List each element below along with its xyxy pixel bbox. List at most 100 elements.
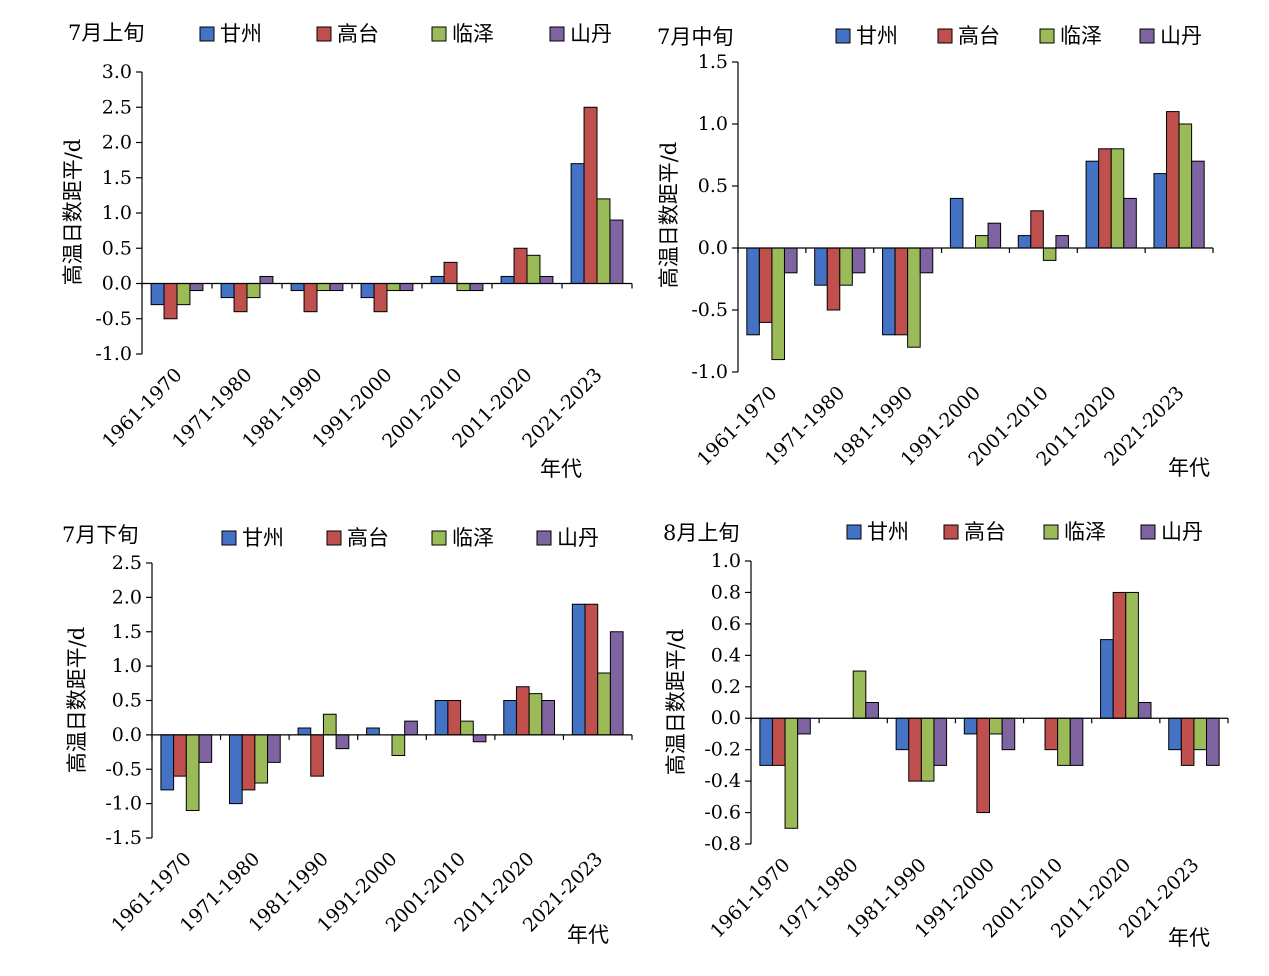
bar: [1044, 717, 1059, 751]
bar: [852, 670, 867, 719]
y-tick-label: -1.5: [105, 827, 142, 849]
bar: [443, 261, 458, 285]
bar: [386, 283, 401, 292]
bar: [882, 247, 896, 336]
bar: [163, 283, 178, 320]
bar: [584, 603, 599, 736]
bar: [797, 717, 811, 735]
bar: [1098, 148, 1112, 249]
chart-panel: 7月下旬 甘州 高台 临泽 山丹 -1.5 -1.0 -0.5 0.0 0.5 1.0 1.5 2.0 2…: [62, 523, 633, 947]
legend-label: 山丹: [1161, 520, 1203, 544]
legend-swatch: [431, 530, 447, 546]
bar: [1206, 717, 1220, 766]
y-tick-label: 0.0: [112, 724, 142, 746]
y-tick-label: -0.8: [704, 833, 741, 855]
y-axis-title: 高温日数距平/d: [664, 629, 688, 776]
y-tick-label: 1.0: [711, 550, 741, 572]
bar: [373, 283, 388, 313]
bar: [297, 727, 312, 736]
bar: [267, 734, 281, 763]
legend-label: 高台: [958, 24, 1000, 48]
legend-swatch: [835, 28, 851, 44]
y-tick-label: 0.5: [112, 690, 142, 712]
bar: [1125, 591, 1139, 719]
bar: [596, 198, 611, 284]
bar: [1057, 717, 1071, 766]
y-tick-label: 0.6: [711, 613, 741, 635]
legend-label: 临泽: [1064, 520, 1106, 544]
y-tick-label: 2.0: [102, 132, 132, 154]
y-tick-label: 3.0: [102, 61, 132, 83]
legend-swatch: [536, 530, 552, 546]
legend-label: 甘州: [867, 520, 909, 544]
bar: [609, 219, 624, 285]
legend-label: 临泽: [1060, 24, 1102, 48]
y-tick-label: -1.0: [95, 343, 132, 365]
bar: [920, 717, 935, 782]
chart-title: 7月上旬: [68, 21, 144, 45]
bar: [894, 247, 909, 336]
bar: [360, 283, 375, 299]
bar: [949, 197, 964, 249]
bar: [434, 700, 449, 736]
y-tick-label: 1.5: [112, 621, 142, 643]
bar: [865, 702, 879, 719]
bar: [329, 283, 344, 292]
legend-swatch: [1039, 28, 1055, 44]
x-axis-title: 年代: [567, 923, 609, 947]
bar: [1137, 702, 1152, 719]
bar: [1191, 160, 1205, 249]
bar: [908, 717, 922, 782]
bar: [919, 247, 934, 274]
y-tick-label: -0.5: [691, 299, 728, 321]
legend-swatch: [199, 26, 215, 42]
bar: [1001, 717, 1016, 751]
bar: [503, 700, 517, 736]
bar: [176, 283, 191, 306]
bar: [583, 106, 598, 284]
legend-label: 高台: [337, 22, 379, 46]
bar: [1193, 717, 1208, 751]
bar: [771, 247, 785, 361]
bar: [1153, 173, 1168, 249]
bar: [366, 727, 380, 736]
bar: [1030, 210, 1044, 249]
x-axis-title: 年代: [1168, 456, 1210, 480]
chart-panel: 7月中旬 甘州 高台 临泽 山丹-1.0-0.50.00.51.01.51961-197…: [657, 24, 1214, 480]
y-axis-title: 高温日数距平/d: [657, 142, 681, 289]
legend-label: 临泽: [452, 22, 494, 46]
bar: [989, 717, 1003, 735]
legend-label: 甘州: [242, 526, 284, 550]
bar: [322, 713, 337, 736]
bar: [1110, 148, 1125, 249]
legend-swatch: [221, 530, 237, 546]
bar: [597, 672, 611, 736]
chart-title: 8月上旬: [663, 521, 739, 545]
bar: [541, 700, 556, 736]
y-tick-label: -1.0: [691, 361, 728, 383]
y-tick-label: 1.0: [102, 202, 132, 224]
bar: [851, 247, 866, 274]
y-tick-label: -0.5: [105, 758, 142, 780]
bar: [1168, 717, 1182, 751]
bar: [198, 734, 213, 763]
bar: [539, 275, 554, 285]
bar: [335, 734, 350, 750]
y-tick-label: -0.6: [704, 802, 741, 824]
bar: [456, 283, 471, 292]
y-tick-label: 1.0: [698, 113, 728, 135]
bar: [259, 275, 274, 285]
legend-label: 高台: [964, 520, 1006, 544]
bar: [528, 693, 543, 736]
y-tick-label: 2.5: [102, 96, 132, 118]
bar: [316, 283, 331, 292]
legend-swatch: [1140, 524, 1156, 540]
bar: [303, 283, 318, 313]
bar: [1085, 160, 1100, 249]
legend-label: 山丹: [1160, 24, 1202, 48]
bar: [310, 734, 324, 777]
bar: [1055, 235, 1069, 249]
chart-title: 7月下旬: [62, 523, 138, 547]
bar: [1178, 123, 1193, 249]
